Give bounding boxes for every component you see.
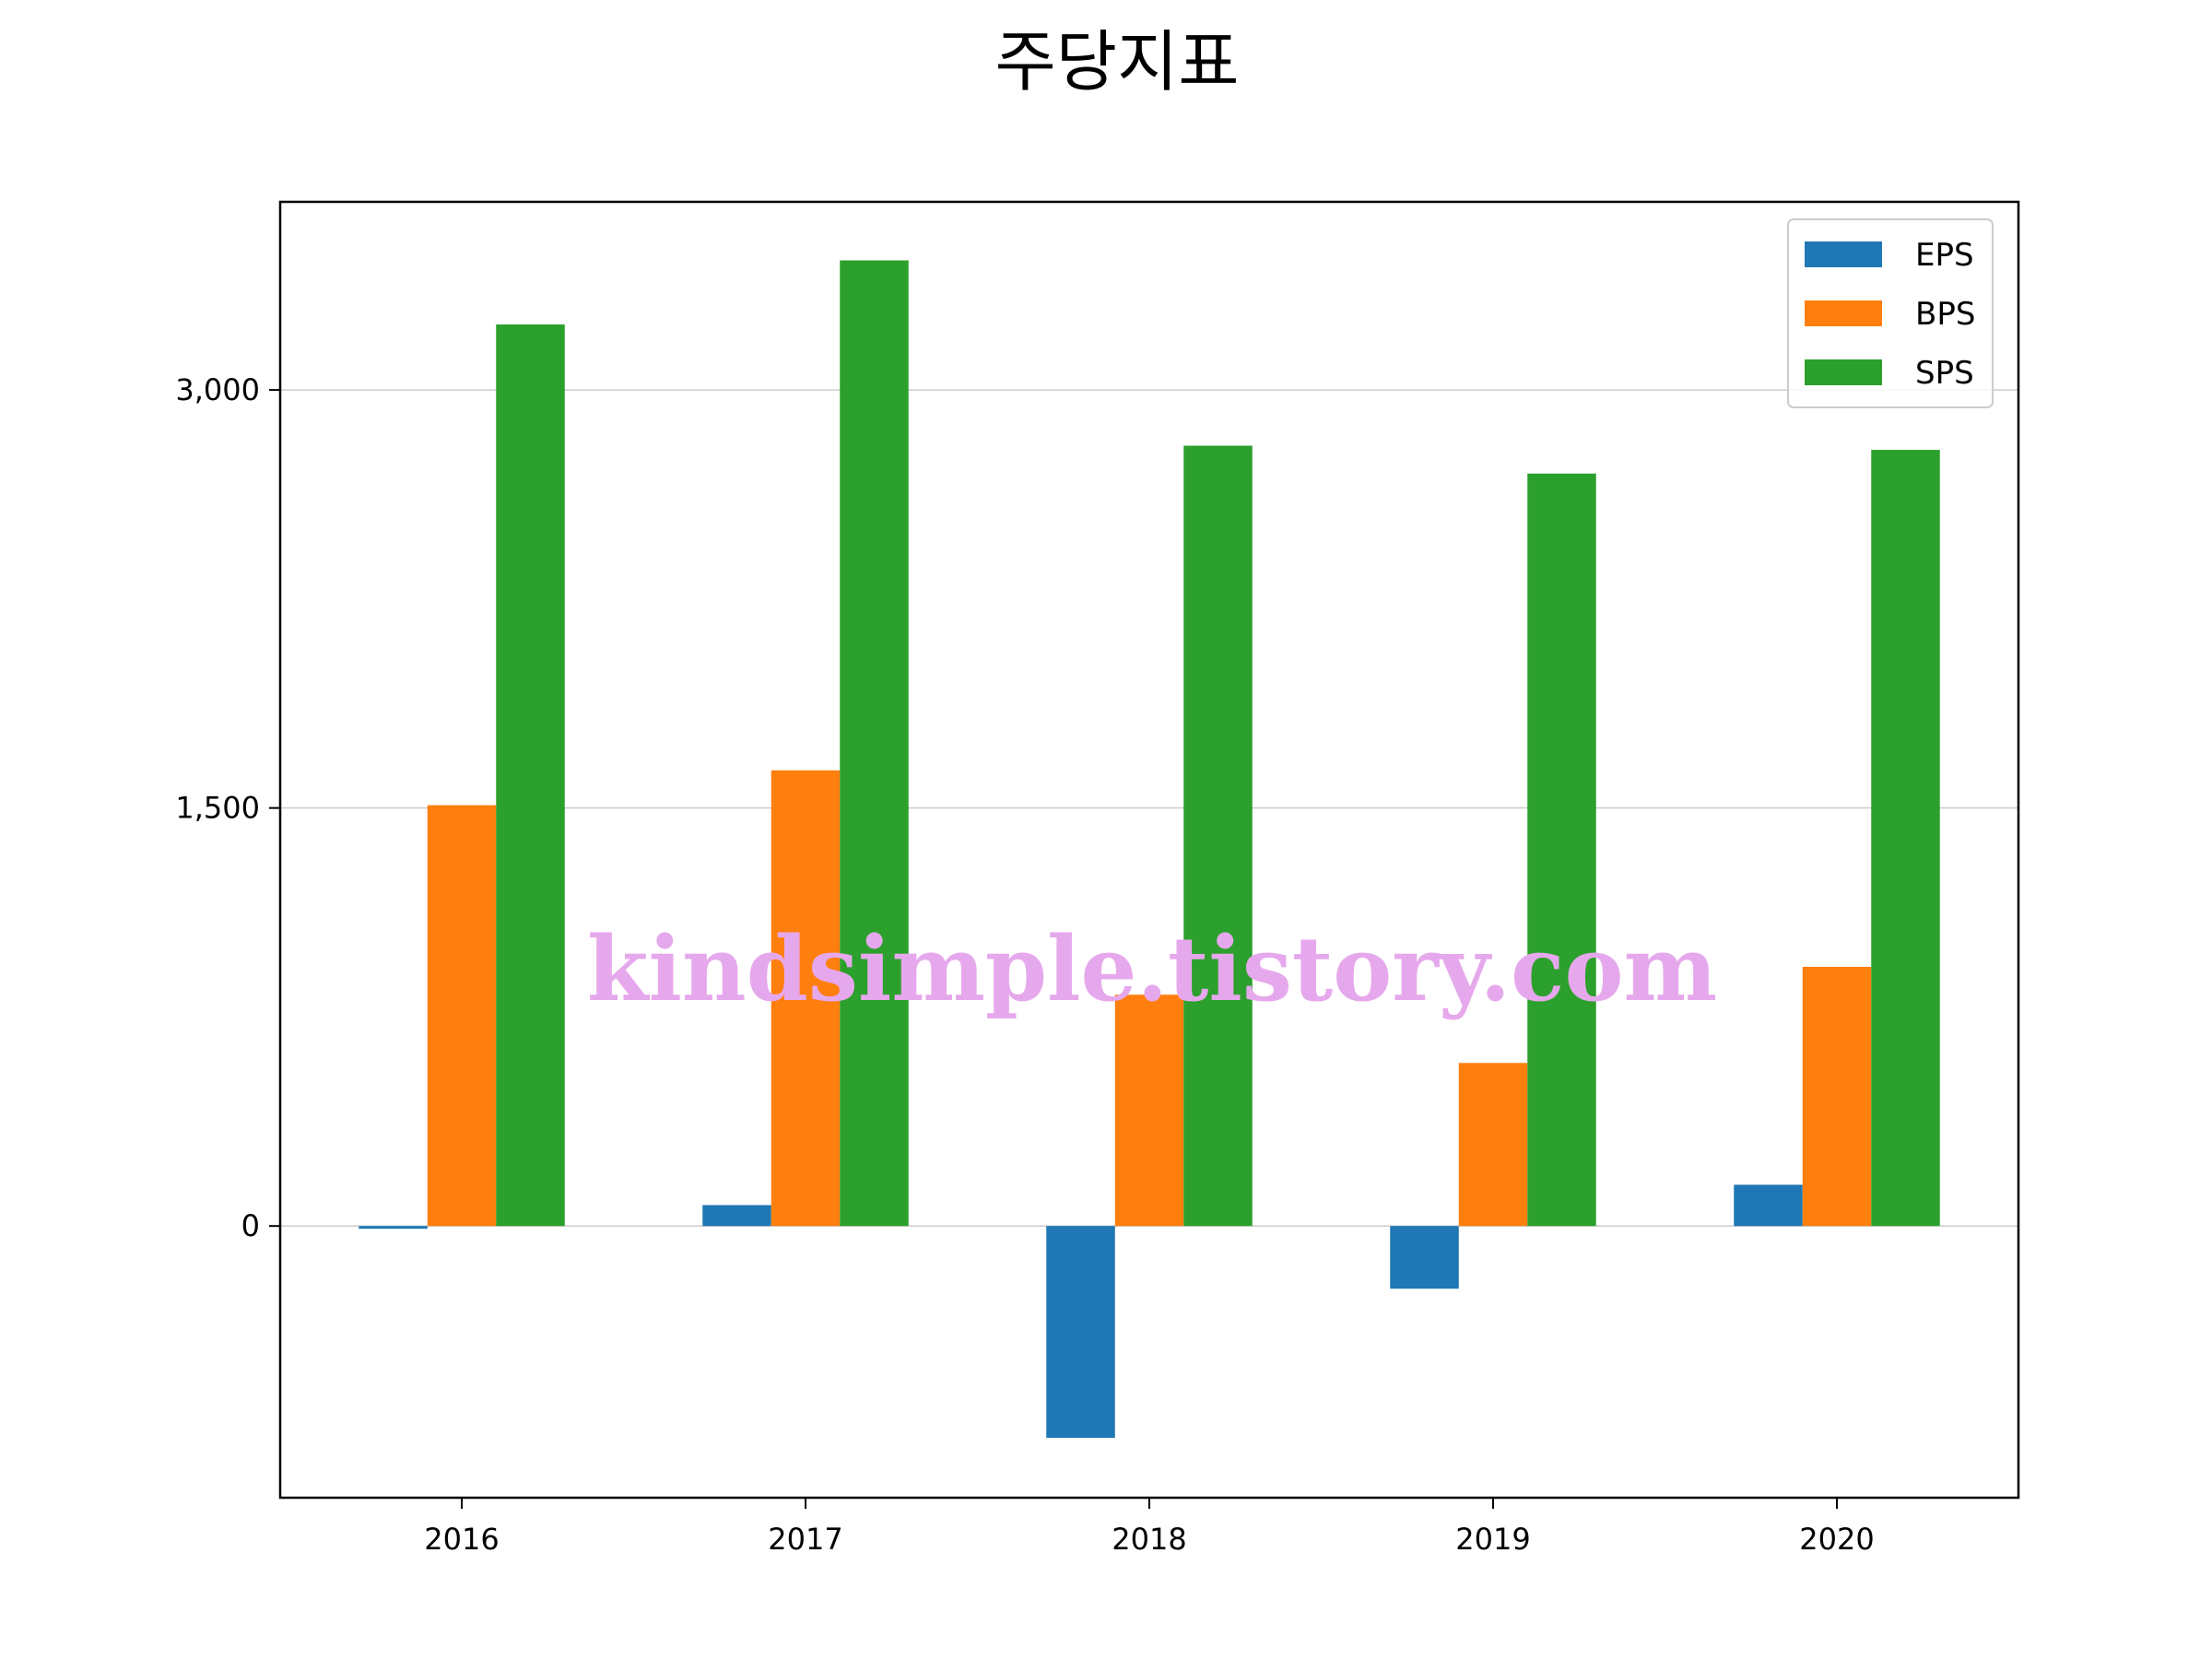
y-axis: 0 1,500 3,000 — [175, 372, 280, 1243]
bar-eps-2020 — [1734, 1184, 1803, 1227]
y-tick-label: 1,500 — [175, 791, 260, 826]
bar-sps-2020 — [1871, 450, 1940, 1227]
bar-bps-2018 — [1114, 994, 1184, 1227]
x-tick-label: 2018 — [1112, 1522, 1186, 1557]
x-tick-label: 2017 — [768, 1522, 842, 1557]
y-tick-label: 3,000 — [175, 372, 260, 407]
x-tick-label: 2019 — [1455, 1522, 1530, 1557]
bars — [359, 260, 1940, 1438]
chart-title: 주당지표 — [995, 23, 1240, 100]
bar-eps-2017 — [702, 1205, 771, 1227]
watermark-text: kindsimple.tistory.com — [587, 917, 1717, 1021]
bar-bps-2016 — [427, 805, 497, 1227]
bar-eps-2016 — [359, 1226, 428, 1230]
legend-label-bps: BPS — [1915, 296, 1975, 333]
x-tick-label: 2020 — [1799, 1522, 1874, 1557]
legend-swatch-sps — [1805, 359, 1882, 385]
bar-eps-2018 — [1046, 1226, 1115, 1438]
bar-eps-2019 — [1390, 1226, 1459, 1289]
legend-label-sps: SPS — [1915, 355, 1974, 392]
bar-sps-2016 — [496, 324, 565, 1227]
bar-bps-2020 — [1802, 966, 1872, 1227]
x-tick-label: 2016 — [424, 1522, 499, 1557]
bar-sps-2017 — [840, 260, 909, 1227]
bar-sps-2018 — [1183, 445, 1253, 1227]
bar-bps-2019 — [1458, 1063, 1528, 1227]
x-axis: 2016 2017 2018 2019 2020 — [424, 1498, 1875, 1557]
legend-swatch-bps — [1805, 300, 1882, 326]
legend-label-eps: EPS — [1915, 237, 1974, 274]
bar-bps-2017 — [771, 770, 841, 1227]
bar-sps-2019 — [1527, 473, 1596, 1227]
legend-swatch-eps — [1805, 241, 1882, 267]
y-tick-label: 0 — [241, 1208, 260, 1243]
legend: EPS BPS SPS — [1787, 218, 1994, 408]
